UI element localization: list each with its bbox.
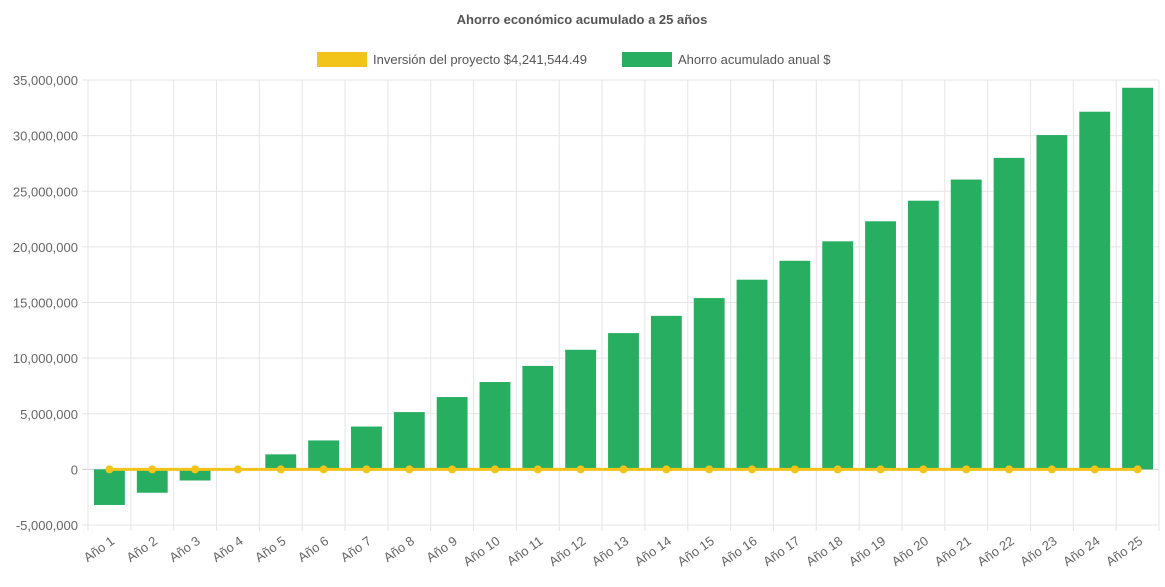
x-tick-label: Año 4 <box>209 533 245 565</box>
investment-point[interactable] <box>1047 465 1056 474</box>
legend-label-investment: Inversión del proyecto $4,241,544.49 <box>373 52 587 67</box>
bar-savings[interactable] <box>93 469 125 505</box>
investment-point[interactable] <box>576 465 585 474</box>
x-tick-label: Año 15 <box>675 533 717 569</box>
investment-point[interactable] <box>748 465 757 474</box>
bar-savings[interactable] <box>993 157 1025 470</box>
bar-savings[interactable] <box>479 382 511 470</box>
bar-savings[interactable] <box>950 179 982 470</box>
chart-title: Ahorro económico acumulado a 25 años <box>457 12 708 27</box>
y-tick-label: 15,000,000 <box>13 296 78 311</box>
x-tick-label: Año 20 <box>889 533 931 569</box>
bar-savings[interactable] <box>907 200 939 470</box>
bar-savings[interactable] <box>822 241 854 470</box>
investment-point[interactable] <box>962 465 971 474</box>
bar-savings[interactable] <box>1079 111 1111 470</box>
legend-item-investment[interactable]: Inversión del proyecto $4,241,544.49 <box>317 52 587 67</box>
investment-point[interactable] <box>705 465 714 474</box>
bar-savings[interactable] <box>650 315 682 470</box>
y-tick-label: 5,000,000 <box>20 407 78 422</box>
y-tick-label: 20,000,000 <box>13 240 78 255</box>
legend-item-savings[interactable]: Ahorro acumulado anual $ <box>622 52 831 67</box>
y-tick-label: 25,000,000 <box>13 184 78 199</box>
x-tick-label: Año 8 <box>381 533 417 565</box>
y-axis: 35,000,000 30,000,000 25,000,000 20,000,000… <box>13 73 78 533</box>
investment-line <box>105 465 1142 474</box>
x-tick-label: Año 3 <box>166 533 202 565</box>
legend-swatch-savings <box>622 52 672 67</box>
legend-swatch-investment <box>317 52 367 67</box>
x-tick-label: Año 7 <box>338 533 374 565</box>
bar-savings[interactable] <box>265 454 297 470</box>
y-tick-label: 10,000,000 <box>13 351 78 366</box>
investment-point[interactable] <box>191 465 200 474</box>
x-tick-label: Año 14 <box>632 533 674 569</box>
grid <box>82 79 1160 531</box>
bar-savings[interactable] <box>436 397 468 470</box>
x-tick-label: Año 19 <box>846 533 888 569</box>
x-tick-label: Año 1 <box>81 533 117 565</box>
bar-savings[interactable] <box>1122 87 1154 470</box>
investment-point[interactable] <box>790 465 799 474</box>
y-tick-label: 35,000,000 <box>13 73 78 88</box>
investment-point[interactable] <box>833 465 842 474</box>
bar-savings[interactable] <box>608 333 639 470</box>
bar-savings[interactable] <box>393 412 425 470</box>
investment-point[interactable] <box>105 465 114 474</box>
bars <box>93 87 1154 505</box>
bar-savings[interactable] <box>351 426 382 470</box>
investment-point[interactable] <box>148 465 157 474</box>
x-tick-label: Año 12 <box>546 533 588 569</box>
investment-point[interactable] <box>919 465 928 474</box>
x-tick-label: Año 2 <box>124 533 160 565</box>
investment-point[interactable] <box>876 465 885 474</box>
x-tick-label: Año 11 <box>504 533 546 568</box>
legend-label-savings: Ahorro acumulado anual $ <box>678 52 831 67</box>
investment-point[interactable] <box>233 465 242 474</box>
investment-point[interactable] <box>619 465 628 474</box>
x-axis: Año 1 Año 2 Año 3 Año 4 Año 5 Año 6 Año 7 Año 8… <box>81 533 1146 569</box>
investment-point[interactable] <box>1133 465 1142 474</box>
investment-point[interactable] <box>405 465 414 474</box>
investment-point[interactable] <box>276 465 285 474</box>
y-tick-label: 0 <box>71 462 78 477</box>
bar-savings[interactable] <box>308 440 340 470</box>
investment-point[interactable] <box>1005 465 1014 474</box>
x-tick-label: Año 17 <box>760 533 802 569</box>
bar-savings[interactable] <box>179 469 211 481</box>
investment-point[interactable] <box>662 465 671 474</box>
x-tick-label: Año 10 <box>460 533 502 569</box>
x-tick-label: Año 18 <box>803 533 845 569</box>
x-tick-label: Año 16 <box>717 533 759 569</box>
bar-savings[interactable] <box>522 365 554 470</box>
y-tick-label: -5,000,000 <box>16 518 78 533</box>
bar-savings[interactable] <box>565 349 597 470</box>
bar-savings[interactable] <box>736 279 768 470</box>
x-tick-label: Año 25 <box>1103 533 1145 569</box>
x-tick-label: Año 9 <box>423 533 459 565</box>
x-tick-label: Año 5 <box>252 533 288 565</box>
x-tick-label: Año 24 <box>1060 533 1102 569</box>
investment-point[interactable] <box>362 465 371 474</box>
bar-savings[interactable] <box>1036 135 1068 470</box>
x-tick-label: Año 6 <box>295 533 331 565</box>
investment-point[interactable] <box>533 465 542 474</box>
investment-point[interactable] <box>319 465 328 474</box>
bar-savings[interactable] <box>779 260 811 470</box>
legend: Inversión del proyecto $4,241,544.49 Aho… <box>317 52 831 67</box>
investment-point[interactable] <box>490 465 499 474</box>
bar-savings[interactable] <box>693 298 725 470</box>
x-tick-label: Año 21 <box>932 533 974 569</box>
bar-savings[interactable] <box>865 221 896 470</box>
investment-point[interactable] <box>1090 465 1099 474</box>
x-tick-label: Año 23 <box>1017 533 1059 569</box>
x-tick-label: Año 22 <box>974 533 1016 569</box>
bar-savings[interactable] <box>136 469 168 493</box>
investment-point[interactable] <box>448 465 457 474</box>
y-tick-label: 30,000,000 <box>13 129 78 144</box>
x-tick-label: Año 13 <box>589 533 631 569</box>
